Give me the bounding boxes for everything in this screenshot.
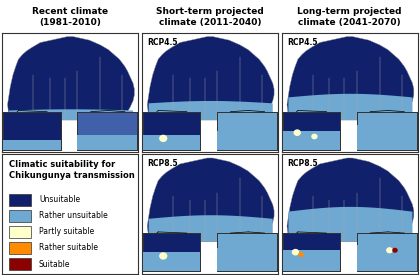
Bar: [357, 233, 417, 271]
Bar: [217, 233, 277, 271]
Circle shape: [387, 248, 392, 253]
Bar: [9, 226, 31, 238]
Text: RCP4.5: RCP4.5: [147, 38, 178, 47]
Bar: [9, 194, 31, 206]
Bar: [217, 112, 277, 150]
Bar: [143, 112, 200, 150]
Circle shape: [160, 253, 167, 259]
Bar: [77, 112, 137, 150]
Circle shape: [391, 237, 395, 241]
Text: Short-term projected
climate (2011-2040): Short-term projected climate (2011-2040): [156, 7, 264, 27]
Polygon shape: [147, 37, 274, 120]
Bar: [357, 125, 417, 150]
Polygon shape: [287, 158, 414, 241]
Text: Rather suitable: Rather suitable: [39, 243, 98, 252]
Text: Long-term projected
climate (2041-2070): Long-term projected climate (2041-2070): [297, 7, 402, 27]
Bar: [283, 233, 340, 271]
Bar: [143, 134, 200, 150]
Bar: [357, 244, 417, 271]
Bar: [77, 112, 137, 150]
Bar: [357, 112, 417, 150]
Polygon shape: [9, 109, 133, 120]
Circle shape: [292, 249, 299, 255]
Text: Unsuitable: Unsuitable: [39, 195, 80, 204]
Text: Suitable: Suitable: [39, 260, 71, 269]
Circle shape: [386, 114, 390, 119]
Circle shape: [299, 253, 303, 256]
Bar: [143, 233, 200, 271]
Bar: [283, 233, 340, 271]
Polygon shape: [149, 215, 273, 241]
Polygon shape: [289, 207, 412, 241]
Bar: [143, 233, 200, 271]
Circle shape: [307, 235, 311, 238]
Bar: [283, 112, 340, 150]
Circle shape: [304, 115, 308, 118]
Circle shape: [298, 234, 304, 239]
Circle shape: [385, 235, 391, 240]
Text: Climatic suitability for
Chikungunya transmission: Climatic suitability for Chikungunya tra…: [9, 160, 135, 180]
Polygon shape: [147, 158, 274, 241]
Text: Rather unsuitable: Rather unsuitable: [39, 211, 108, 220]
Bar: [283, 250, 340, 271]
Polygon shape: [149, 101, 273, 120]
Bar: [217, 233, 277, 271]
Text: Partly suitable: Partly suitable: [39, 227, 94, 236]
Bar: [357, 112, 417, 150]
Bar: [217, 131, 277, 150]
Circle shape: [160, 135, 167, 141]
Bar: [283, 131, 340, 150]
Bar: [77, 134, 137, 150]
Bar: [143, 252, 200, 271]
Bar: [357, 233, 417, 271]
Polygon shape: [287, 37, 414, 120]
Bar: [143, 112, 200, 150]
Circle shape: [312, 134, 317, 139]
Bar: [9, 210, 31, 222]
Circle shape: [393, 249, 397, 252]
Bar: [283, 112, 340, 150]
Circle shape: [294, 130, 300, 135]
Text: RCP8.5: RCP8.5: [287, 159, 318, 168]
Bar: [217, 112, 277, 150]
Bar: [3, 140, 61, 150]
Text: Recent climate
(1981-2010): Recent climate (1981-2010): [32, 7, 108, 27]
Bar: [217, 248, 277, 271]
Bar: [3, 112, 61, 150]
Text: RCP4.5: RCP4.5: [287, 38, 318, 47]
Bar: [9, 258, 31, 270]
Text: RCP8.5: RCP8.5: [147, 159, 178, 168]
Polygon shape: [8, 37, 134, 120]
Bar: [3, 112, 61, 150]
Bar: [9, 242, 31, 254]
Circle shape: [299, 113, 305, 118]
Circle shape: [304, 236, 309, 240]
Polygon shape: [289, 94, 412, 120]
